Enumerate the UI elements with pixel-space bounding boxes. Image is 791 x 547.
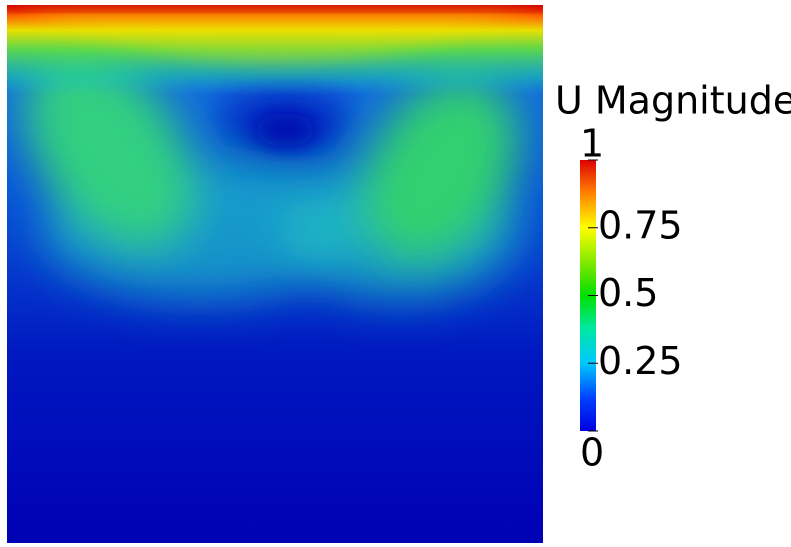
colorbar-title: U Magnitude [555, 79, 791, 123]
tick-label: 0.5 [598, 271, 658, 315]
tick-label: 0.75 [598, 203, 683, 247]
tick-label: 1 [580, 122, 604, 166]
tick-label: 0 [580, 431, 604, 475]
tick-label: 0.25 [598, 339, 683, 383]
